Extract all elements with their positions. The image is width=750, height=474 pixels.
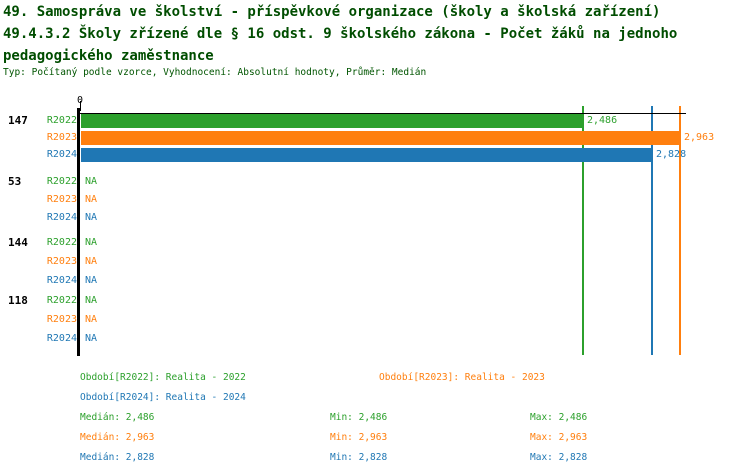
median-line-r2024 <box>651 106 653 355</box>
group-label-118: 118 <box>8 294 28 307</box>
na-value-144-r2022: NA <box>85 237 98 248</box>
row-label-r2022: R2022 <box>46 115 77 126</box>
row-label-r2024: R2024 <box>46 333 77 344</box>
bar-147-r2024 <box>81 148 652 162</box>
na-value-53-r2023: NA <box>85 194 98 205</box>
row-label-r2022: R2022 <box>46 295 77 306</box>
na-value-53-r2022: NA <box>85 176 98 187</box>
row-label-r2022: R2022 <box>46 237 77 248</box>
group-label-53: 53 <box>8 175 22 188</box>
group-label-147: 147 <box>8 114 28 127</box>
median-line-r2022 <box>582 106 584 355</box>
stat-min-r2024: Min: 2,828 <box>330 452 388 463</box>
legend-item-r2024: Období[R2024]: Realita - 2024 <box>80 392 246 403</box>
row-label-r2022: R2022 <box>46 176 77 187</box>
median-line-r2023 <box>679 106 681 355</box>
report-title-line2: 49.4.3.2 Školy zřízené dle § 16 odst. 9 … <box>3 26 678 42</box>
x-axis-origin-label: 0 <box>70 94 90 108</box>
x-axis-tick <box>80 101 81 111</box>
na-value-118-r2023: NA <box>85 314 98 325</box>
legend-item-r2023: Období[R2023]: Realita - 2023 <box>379 372 545 383</box>
row-label-r2023: R2023 <box>46 194 77 205</box>
bar-value-147-r2023: 2,963 <box>684 132 715 143</box>
stat-median-r2024: Medián: 2,828 <box>80 452 155 463</box>
legend-item-r2022: Období[R2022]: Realita - 2022 <box>80 372 246 383</box>
stat-max-r2022: Max: 2,486 <box>530 412 588 423</box>
stat-min-r2023: Min: 2,963 <box>330 432 388 443</box>
na-value-118-r2022: NA <box>85 295 98 306</box>
row-label-r2024: R2024 <box>46 275 77 286</box>
row-label-r2023: R2023 <box>46 132 77 143</box>
stat-median-r2023: Medián: 2,963 <box>80 432 155 443</box>
stat-max-r2024: Max: 2,828 <box>530 452 588 463</box>
bar-147-r2023 <box>81 131 680 145</box>
stat-max-r2023: Max: 2,963 <box>530 432 588 443</box>
row-label-r2023: R2023 <box>46 256 77 267</box>
na-value-53-r2024: NA <box>85 212 98 223</box>
bar-147-r2022 <box>81 114 583 128</box>
stat-min-r2022: Min: 2,486 <box>330 412 388 423</box>
row-label-r2024: R2024 <box>46 212 77 223</box>
stat-median-r2022: Medián: 2,486 <box>80 412 155 423</box>
na-value-118-r2024: NA <box>85 333 98 344</box>
report-title-line1: 49. Samospráva ve školství - příspěvkové… <box>3 4 661 20</box>
group-label-144: 144 <box>8 236 28 249</box>
row-label-r2024: R2024 <box>46 149 77 160</box>
na-value-144-r2024: NA <box>85 275 98 286</box>
report-title-line3: pedagogického zaměstnance <box>3 48 214 64</box>
na-value-144-r2023: NA <box>85 256 98 267</box>
bar-value-147-r2022: 2,486 <box>587 115 618 126</box>
bar-value-147-r2024: 2,828 <box>656 149 687 160</box>
row-label-r2023: R2023 <box>46 314 77 325</box>
plot-top-border <box>77 113 686 114</box>
report-subtitle: Typ: Počítaný podle vzorce, Vyhodnocení:… <box>3 67 427 78</box>
y-axis <box>77 108 80 356</box>
